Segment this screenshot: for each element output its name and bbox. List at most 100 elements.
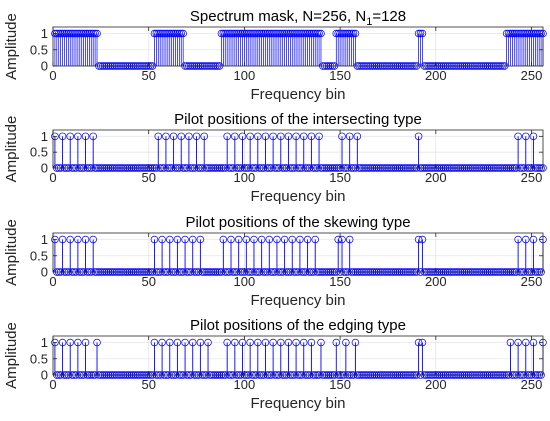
- stem-marker: [259, 29, 268, 38]
- stem-marker: [64, 29, 73, 38]
- stem-marker: [345, 132, 354, 141]
- stem-marker: [179, 29, 187, 38]
- stem-marker: [522, 338, 530, 347]
- x-axis-label: Frequency bin: [250, 292, 345, 309]
- x-tick-label: 150: [329, 68, 351, 83]
- x-tick-label: 200: [425, 377, 447, 392]
- stem-marker: [418, 235, 427, 244]
- stem-marker: [514, 132, 522, 141]
- chart-title: Pilot positions of the skewing type: [185, 214, 410, 231]
- stem-marker: [246, 132, 254, 141]
- stem-marker: [522, 235, 530, 244]
- x-tick-label: 150: [329, 170, 351, 185]
- stem-marker: [299, 29, 308, 38]
- stem-marker: [192, 132, 201, 141]
- y-tick-label: 0.5: [30, 42, 48, 57]
- stem-marker: [231, 29, 239, 38]
- stem-marker: [185, 132, 193, 141]
- stem-marker: [269, 338, 277, 347]
- stem-marker: [269, 132, 277, 141]
- stem-marker: [506, 338, 515, 347]
- stem-marker: [273, 235, 281, 244]
- stem-marker: [338, 132, 346, 141]
- stem-marker: [311, 235, 319, 244]
- stem-marker: [347, 29, 356, 38]
- axes-box: [52, 26, 544, 67]
- x-tick-label: 200: [425, 274, 447, 289]
- stem-marker: [70, 29, 78, 38]
- stem-marker: [313, 29, 321, 38]
- stem-marker: [307, 29, 316, 38]
- stem-marker: [280, 235, 289, 244]
- stem-marker: [246, 29, 254, 38]
- stem-marker: [284, 132, 293, 141]
- stem-marker: [225, 29, 233, 38]
- stem-marker: [255, 29, 264, 38]
- stem-marker: [200, 132, 208, 141]
- y-axis-label: Amplitude: [3, 219, 20, 286]
- stem-marker: [275, 29, 283, 38]
- stem-marker: [506, 29, 515, 38]
- stem-marker: [74, 338, 82, 347]
- stem-marker: [271, 29, 279, 38]
- stem-marker: [250, 29, 258, 38]
- x-tick-label: 50: [141, 377, 155, 392]
- stem-marker: [152, 29, 161, 38]
- stem-marker: [301, 29, 310, 38]
- stem-marker: [76, 29, 84, 38]
- stem-marker: [56, 29, 65, 38]
- stem-marker: [273, 29, 281, 38]
- stem-marker: [162, 132, 170, 141]
- y-tick-label: 1: [41, 129, 48, 144]
- stem-marker: [87, 29, 96, 38]
- stem-marker: [158, 29, 166, 38]
- stem-marker: [250, 235, 258, 244]
- stem-marker: [150, 235, 159, 244]
- stem-marker: [257, 29, 266, 38]
- x-tick-label: 50: [141, 274, 155, 289]
- stem-marker: [518, 29, 526, 38]
- stem-marker: [315, 132, 323, 141]
- stem-marker: [303, 235, 312, 244]
- x-tick-label: 250: [521, 170, 543, 185]
- stem-marker: [284, 29, 293, 38]
- stem-marker: [217, 29, 226, 38]
- stem-marker: [83, 29, 92, 38]
- stem-marker: [150, 338, 159, 347]
- stem-marker: [231, 132, 239, 141]
- x-tick-label: 100: [234, 170, 256, 185]
- stem-marker: [277, 338, 285, 347]
- stem-marker: [416, 29, 425, 38]
- stem-marker: [169, 132, 178, 141]
- x-tick-label: 150: [329, 377, 351, 392]
- stem-marker: [529, 235, 538, 244]
- stem-marker: [292, 338, 300, 347]
- stem-marker: [502, 29, 511, 38]
- stem-marker: [85, 29, 94, 38]
- stem-marker: [221, 29, 230, 38]
- stem-marker: [156, 29, 164, 38]
- stem-marker: [66, 338, 74, 347]
- stem-marker: [294, 29, 302, 38]
- stem-marker: [292, 132, 300, 141]
- stem-marker: [351, 29, 360, 38]
- stem-marker: [229, 29, 237, 38]
- stem-marker: [227, 29, 235, 38]
- stem-marker: [344, 29, 352, 38]
- stem-marker: [516, 29, 524, 38]
- stem-marker: [233, 29, 241, 38]
- stem-marker: [353, 132, 362, 141]
- stem-marker: [277, 132, 285, 141]
- stem-marker: [62, 29, 71, 38]
- stem-marker: [315, 29, 323, 38]
- stem-marker: [277, 29, 285, 38]
- stem-marker: [257, 235, 266, 244]
- stem-marker: [89, 29, 97, 38]
- stem-marker: [510, 29, 519, 38]
- stem-marker: [265, 29, 274, 38]
- stem-marker: [196, 338, 205, 347]
- stem-marker: [288, 29, 297, 38]
- stem-marker: [188, 338, 197, 347]
- stem-marker: [514, 29, 522, 38]
